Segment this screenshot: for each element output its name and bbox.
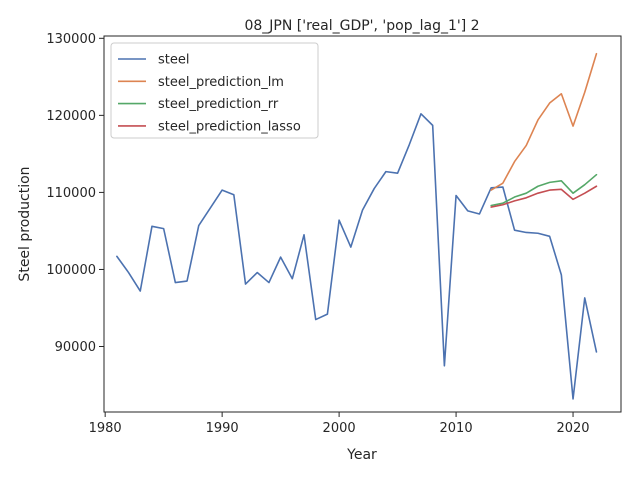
y-tick-label: 90000 <box>55 340 96 355</box>
series-line-steel <box>116 113 598 400</box>
x-tick-label: 2000 <box>323 421 356 436</box>
legend-frame <box>110 42 319 139</box>
series-line-steel-prediction-lm <box>490 52 598 191</box>
x-tick-label: 1980 <box>89 421 122 436</box>
y-tick-label: 100000 <box>46 263 96 278</box>
y-tick-label: 120000 <box>46 109 96 124</box>
plot-frame <box>103 35 622 413</box>
x-tick-label: 2010 <box>440 421 473 436</box>
legend-label-steel-prediction-lasso: steel_prediction_lasso <box>158 119 301 134</box>
series-line-steel-prediction-rr <box>490 173 598 207</box>
y-axis-label: Steel production <box>17 166 33 281</box>
legend: steel steel_prediction_lm steel_prediction… <box>110 42 319 139</box>
y-tick-label: 110000 <box>46 186 96 201</box>
y-tick-label: 130000 <box>46 32 96 47</box>
series-line-steel-prediction-lasso <box>490 185 598 208</box>
legend-label-steel-prediction-lm: steel_prediction_lm <box>158 75 284 90</box>
y-axis: 90000 100000 110000 120000 130000 <box>46 32 104 355</box>
x-tick-label: 2020 <box>556 421 589 436</box>
chart-title: 08_JPN ['real_GDP', 'pop_lag_1'] 2 <box>244 18 479 34</box>
legend-label-steel-prediction-rr: steel_prediction_rr <box>158 97 279 112</box>
x-axis: 1980 1990 2000 2010 2020 <box>89 412 590 436</box>
x-axis-label: Year <box>346 447 377 463</box>
series-group <box>116 52 598 400</box>
x-tick-label: 1990 <box>206 421 239 436</box>
legend-label-steel: steel <box>158 53 189 68</box>
